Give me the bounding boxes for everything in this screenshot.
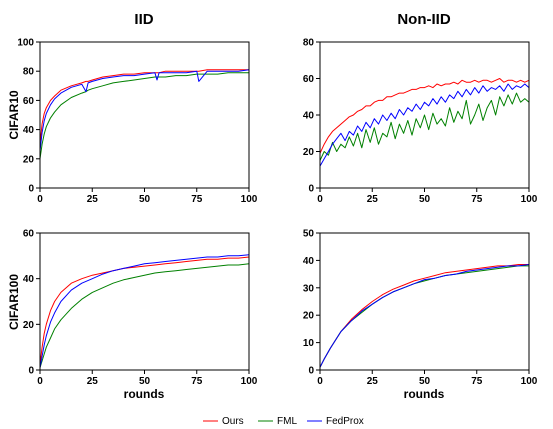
y-tick-label-cifar10-iid: 80 [23, 67, 35, 78]
chart-cifar10-non-iid: 0 25 50 75 100 0 20 40 60 80 [303, 38, 538, 206]
x-tick-label-cifar10-non-iid: 0 [317, 194, 323, 205]
x-tick-label-cifar10-non-iid: 25 [367, 194, 379, 205]
y-tick-label-cifar10-iid: 60 [23, 96, 35, 107]
x-tick-label-cifar10-iid: 25 [87, 194, 99, 205]
plot-frame-cifar10-iid [39, 41, 250, 189]
x-tick-label-cifar10-iid: 75 [191, 194, 203, 205]
y-tick-label-cifar10-non-iid: 80 [303, 38, 315, 49]
row-label-cifar100: CIFAR100 [7, 274, 21, 330]
legend: Ours FML FedProx [203, 416, 364, 427]
series-line-fedprox-cifar100-iid [39, 254, 250, 368]
chart-cifar10-iid: 0 25 50 75 100 0 20 40 60 80 100 [17, 38, 257, 206]
chart-cifar100-iid: 0 25 50 75 100 0 20 40 60 [23, 229, 258, 388]
column-title-iid: IID [134, 11, 153, 28]
y-tick-label-cifar10-iid: 100 [17, 38, 34, 49]
y-tick-label-cifar10-iid: 40 [23, 125, 35, 136]
x-tick-label-cifar100-non-iid: 75 [471, 376, 483, 387]
y-tick-label-cifar10-iid: 0 [28, 184, 34, 195]
y-tick-label-cifar100-non-iid: 20 [303, 311, 315, 322]
x-tick-label-cifar100-non-iid: 0 [317, 376, 323, 387]
x-tick-label-cifar100-non-iid: 25 [367, 376, 379, 387]
legend-label-fedprox: FedProx [326, 416, 364, 427]
y-tick-label-cifar100-iid: 60 [23, 229, 35, 240]
y-tick-label-cifar10-non-iid: 60 [303, 74, 315, 85]
series-line-fml-cifar10-non-iid [319, 92, 530, 161]
series-line-ours-cifar100-iid [39, 256, 250, 366]
y-tick-label-cifar100-non-iid: 40 [303, 256, 315, 267]
x-tick-label-cifar10-iid: 50 [139, 194, 151, 205]
series-line-fml-cifar100-iid [39, 263, 250, 368]
x-tick-label-cifar10-non-iid: 100 [521, 194, 538, 205]
y-tick-label-cifar100-non-iid: 0 [308, 366, 314, 377]
series-line-fml-cifar10-iid [39, 72, 249, 159]
y-tick-label-cifar10-iid: 20 [23, 154, 35, 165]
y-tick-label-cifar100-iid: 0 [28, 366, 34, 377]
series-line-fedprox-cifar100-non-iid [319, 264, 530, 368]
x-tick-label-cifar10-non-iid: 75 [471, 194, 483, 205]
series-line-fedprox-cifar10-non-iid [319, 83, 530, 167]
x-axis-label-left: rounds [124, 387, 165, 401]
y-tick-label-cifar100-non-iid: 50 [303, 229, 315, 240]
x-tick-label-cifar100-iid: 50 [139, 376, 151, 387]
series-line-ours-cifar10-iid [39, 69, 249, 145]
series-line-fml-cifar100-non-iid [319, 265, 529, 368]
y-tick-label-cifar100-iid: 20 [23, 320, 35, 331]
x-tick-label-cifar100-iid: 0 [37, 376, 43, 387]
legend-label-fml: FML [277, 416, 297, 427]
x-tick-label-cifar100-non-iid: 100 [521, 376, 538, 387]
x-tick-label-cifar10-non-iid: 50 [419, 194, 431, 205]
y-tick-label-cifar100-non-iid: 10 [303, 338, 315, 349]
row-label-cifar10: CIFAR10 [7, 90, 21, 140]
y-tick-label-cifar100-iid: 40 [23, 274, 35, 285]
y-tick-label-cifar10-non-iid: 0 [308, 184, 314, 195]
x-tick-label-cifar100-iid: 100 [241, 376, 258, 387]
series-line-fedprox-cifar10-iid [39, 69, 250, 152]
chart-cifar100-non-iid: 0 25 50 75 100 0 10 20 30 40 50 [303, 229, 538, 388]
column-title-non-iid: Non-IID [397, 11, 450, 28]
y-tick-label-cifar100-non-iid: 30 [303, 283, 315, 294]
plot-frame-cifar100-iid [39, 232, 250, 371]
x-tick-label-cifar100-non-iid: 50 [419, 376, 431, 387]
legend-label-ours: Ours [222, 416, 244, 427]
x-axis-label-right: rounds [404, 387, 445, 401]
x-tick-label-cifar10-iid: 0 [37, 194, 43, 205]
y-tick-label-cifar10-non-iid: 40 [303, 111, 315, 122]
x-tick-label-cifar100-iid: 75 [191, 376, 203, 387]
plot-frame-cifar100-non-iid [319, 232, 530, 371]
x-tick-label-cifar10-iid: 100 [241, 194, 258, 205]
x-tick-label-cifar100-iid: 25 [87, 376, 99, 387]
y-tick-label-cifar10-non-iid: 20 [303, 147, 315, 158]
series-line-ours-cifar10-non-iid [319, 78, 530, 154]
